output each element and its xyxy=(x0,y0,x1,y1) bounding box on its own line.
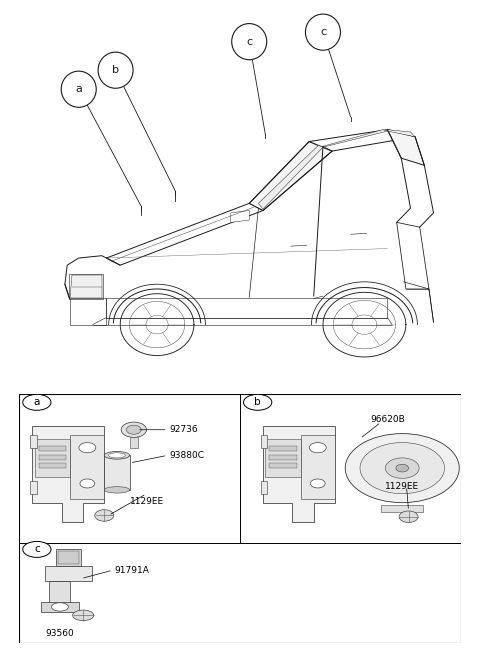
Circle shape xyxy=(243,394,272,410)
Polygon shape xyxy=(70,298,107,325)
Polygon shape xyxy=(58,551,79,564)
Polygon shape xyxy=(387,130,424,165)
Polygon shape xyxy=(258,146,323,209)
Polygon shape xyxy=(396,222,429,289)
Polygon shape xyxy=(130,438,138,447)
Polygon shape xyxy=(30,481,36,494)
Circle shape xyxy=(399,511,418,522)
Polygon shape xyxy=(45,566,92,581)
Polygon shape xyxy=(39,455,66,461)
Polygon shape xyxy=(309,130,415,151)
Polygon shape xyxy=(387,130,415,136)
Polygon shape xyxy=(265,439,301,477)
Text: a: a xyxy=(75,84,82,94)
Polygon shape xyxy=(56,549,81,566)
Circle shape xyxy=(51,603,68,611)
Circle shape xyxy=(23,541,51,558)
Circle shape xyxy=(98,52,133,89)
Circle shape xyxy=(79,443,96,453)
Text: b: b xyxy=(254,398,261,407)
Text: c: c xyxy=(246,37,252,47)
Circle shape xyxy=(121,422,146,438)
Polygon shape xyxy=(261,435,267,447)
Text: 91791A: 91791A xyxy=(115,565,150,575)
Circle shape xyxy=(360,443,444,494)
Circle shape xyxy=(80,479,95,488)
Text: 92736: 92736 xyxy=(170,425,198,434)
Polygon shape xyxy=(269,463,297,468)
Circle shape xyxy=(23,394,51,410)
Circle shape xyxy=(126,425,141,434)
Polygon shape xyxy=(33,426,104,522)
Polygon shape xyxy=(104,455,130,490)
Text: a: a xyxy=(34,398,40,407)
Text: c: c xyxy=(320,27,326,37)
Polygon shape xyxy=(39,463,66,468)
Circle shape xyxy=(232,24,267,60)
Text: 1129EE: 1129EE xyxy=(130,497,164,506)
Circle shape xyxy=(345,434,459,502)
Polygon shape xyxy=(269,455,297,461)
Polygon shape xyxy=(381,505,423,512)
Polygon shape xyxy=(41,602,79,612)
Circle shape xyxy=(95,510,114,522)
Polygon shape xyxy=(71,435,104,499)
Polygon shape xyxy=(70,275,102,298)
Polygon shape xyxy=(107,203,263,265)
Polygon shape xyxy=(30,435,36,447)
Circle shape xyxy=(311,479,325,488)
Ellipse shape xyxy=(104,451,130,459)
Text: 1129EE: 1129EE xyxy=(385,482,420,491)
Polygon shape xyxy=(249,142,332,211)
Ellipse shape xyxy=(108,453,125,458)
Polygon shape xyxy=(261,481,267,494)
Polygon shape xyxy=(301,435,335,499)
Polygon shape xyxy=(323,130,387,147)
Text: 96620B: 96620B xyxy=(371,415,405,424)
Circle shape xyxy=(385,458,419,478)
Ellipse shape xyxy=(104,487,130,493)
Circle shape xyxy=(305,14,340,51)
Polygon shape xyxy=(49,581,71,605)
Text: c: c xyxy=(34,544,40,554)
Circle shape xyxy=(72,610,94,621)
Text: 93560: 93560 xyxy=(45,628,74,638)
Circle shape xyxy=(396,464,408,472)
Polygon shape xyxy=(269,446,297,451)
Polygon shape xyxy=(39,446,66,451)
Polygon shape xyxy=(35,439,71,477)
Circle shape xyxy=(309,443,326,453)
Circle shape xyxy=(61,71,96,108)
Polygon shape xyxy=(231,211,249,222)
Text: b: b xyxy=(112,65,119,75)
Text: 93880C: 93880C xyxy=(170,451,205,460)
Polygon shape xyxy=(263,426,335,522)
